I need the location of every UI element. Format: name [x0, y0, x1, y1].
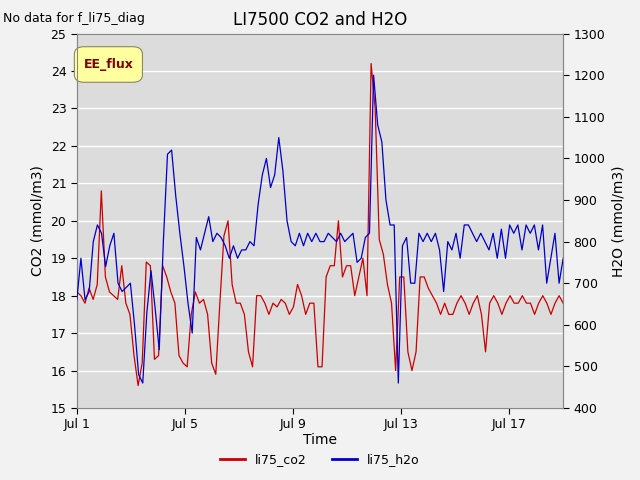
- Legend: li75_co2, li75_h2o: li75_co2, li75_h2o: [215, 448, 425, 471]
- Y-axis label: H2O (mmol/m3): H2O (mmol/m3): [611, 165, 625, 276]
- FancyBboxPatch shape: [74, 47, 143, 82]
- Text: EE_flux: EE_flux: [83, 58, 133, 71]
- Title: LI7500 CO2 and H2O: LI7500 CO2 and H2O: [233, 11, 407, 29]
- Text: No data for f_li75_diag: No data for f_li75_diag: [3, 12, 145, 25]
- Y-axis label: CO2 (mmol/m3): CO2 (mmol/m3): [31, 166, 45, 276]
- X-axis label: Time: Time: [303, 433, 337, 447]
